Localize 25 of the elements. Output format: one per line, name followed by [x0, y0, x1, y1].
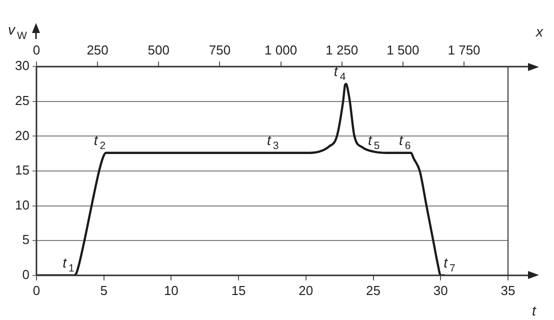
x2-tick-label: 1 750 [448, 42, 480, 58]
y-tick-label: 10 [14, 197, 30, 212]
x-tick-label: 10 [164, 282, 178, 298]
x2-axis-title: x [535, 24, 544, 40]
y-tick-label: 0 [22, 266, 30, 282]
x2-tick-label: 1 500 [386, 42, 420, 58]
x-axis-title: t [532, 302, 537, 318]
x-tick-label: 30 [433, 282, 448, 298]
x-tick-label: 5 [100, 282, 108, 298]
y-tick-label: 25 [14, 92, 30, 108]
x-tick-label: 15 [231, 282, 246, 298]
x2-tick-label: 1 250 [326, 42, 358, 58]
x2-tick-label: 750 [208, 42, 231, 58]
x-tick-label: 25 [366, 282, 381, 298]
x-tick-label: 0 [32, 282, 40, 298]
x2-tick-label: 0 [32, 42, 40, 58]
y-tick-label: 30 [14, 58, 30, 74]
x2-tick-label: 1 000 [264, 42, 298, 58]
y-tick-label: 5 [22, 232, 30, 248]
y-tick-label: 15 [14, 162, 30, 178]
x2-tick-label: 250 [86, 42, 108, 58]
x2-tick-label: 500 [148, 42, 170, 58]
x-tick-label: 20 [298, 282, 314, 298]
y-tick-label: 20 [14, 128, 30, 143]
x-tick-label: 35 [500, 282, 516, 298]
